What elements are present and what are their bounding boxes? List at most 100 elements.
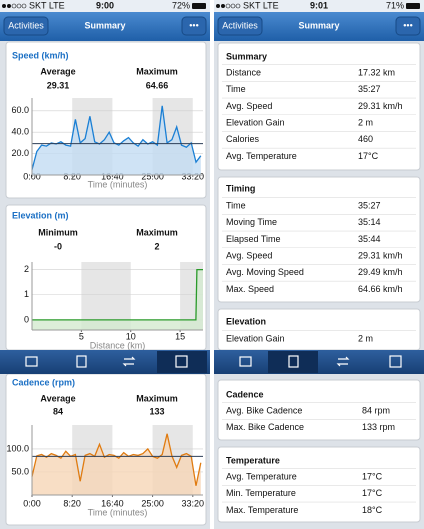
- stat-value: 64.66: [146, 80, 169, 90]
- x-axis-label: Time (minutes): [88, 507, 148, 517]
- x-tick-label: 5: [79, 331, 84, 341]
- chart-title: Elevation (m): [12, 210, 69, 220]
- row-label: Elevation Gain: [226, 117, 285, 127]
- tab-icon[interactable]: [25, 356, 38, 367]
- carrier: SKT LTE: [29, 0, 65, 10]
- row-value: 35:14: [358, 217, 381, 227]
- row-label: Avg. Temperature: [226, 471, 297, 481]
- x-tick-label: 10: [126, 331, 136, 341]
- y-tick-label: 0: [24, 314, 29, 324]
- row-label: Moving Time: [226, 217, 277, 227]
- back-label: Activities: [8, 20, 44, 30]
- row-value: 17°C: [362, 471, 383, 481]
- tab-bar: [214, 350, 424, 374]
- row-label: Elapsed Time: [226, 234, 281, 244]
- row-label: Max. Bike Cadence: [226, 422, 304, 432]
- row-label: Max. Speed: [226, 284, 274, 294]
- back-button[interactable]: [217, 16, 263, 36]
- menu-button[interactable]: [395, 16, 421, 36]
- battery-icon: [192, 3, 206, 9]
- tab-icon[interactable]: [175, 355, 188, 368]
- tab-icon[interactable]: [336, 356, 350, 367]
- area: [32, 105, 201, 175]
- row-label: Avg. Bike Cadence: [226, 405, 302, 415]
- row-label: Avg. Speed: [226, 250, 272, 260]
- divider: [210, 0, 214, 529]
- x-tick-label: 16:40: [101, 171, 124, 181]
- row-label: Time: [226, 200, 246, 210]
- stat-label: Maximum: [136, 393, 178, 403]
- y-tick-label: 1: [24, 289, 29, 299]
- row-value: 35:44: [358, 234, 381, 244]
- table-title: Summary: [226, 51, 267, 61]
- stat-label: Maximum: [136, 66, 178, 76]
- row-value: 29.49 km/h: [358, 267, 403, 277]
- row-value: 35:27: [358, 200, 381, 210]
- tab-icon[interactable]: [122, 356, 136, 367]
- nav-title: Summary: [298, 20, 339, 30]
- row-label: Calories: [226, 134, 260, 144]
- row-label: Avg. Speed: [226, 101, 272, 111]
- table-card: [217, 176, 421, 303]
- y-tick-label: 20.0: [11, 148, 29, 158]
- x-tick-label: 0:00: [23, 498, 41, 508]
- x-tick-label: 8:20: [63, 498, 81, 508]
- menu-button[interactable]: [181, 16, 207, 36]
- stat-value: 84: [53, 406, 63, 416]
- row-value: 29.31 km/h: [358, 250, 403, 260]
- x-tick-label: 33:20: [182, 498, 205, 508]
- row-label: Avg. Temperature: [226, 151, 297, 161]
- row-label: Time: [226, 84, 246, 94]
- table-card: [217, 42, 421, 171]
- row-value: 2 m: [358, 117, 373, 127]
- clock: 9:01: [310, 0, 328, 10]
- x-tick-label: 16:40: [101, 498, 124, 508]
- x-tick-label: 33:20: [182, 171, 205, 181]
- x-tick-label: 8:20: [63, 171, 81, 181]
- row-label: Distance: [226, 67, 261, 77]
- tab-icon[interactable]: [389, 355, 402, 368]
- row-value: 460: [358, 134, 373, 144]
- x-tick-label: 25:00: [141, 498, 164, 508]
- row-value: 17°C: [362, 488, 383, 498]
- row-value: 29.31 km/h: [358, 101, 403, 111]
- tab-icon[interactable]: [288, 355, 299, 368]
- table-title: Timing: [226, 183, 255, 193]
- stat-value: 29.31: [47, 80, 70, 90]
- x-tick-label: 15: [175, 331, 185, 341]
- signal-dots: [2, 3, 241, 9]
- stat-label: Maximum: [136, 227, 178, 237]
- stat-label: Minimum: [38, 227, 78, 237]
- stat-label: Average: [40, 66, 75, 76]
- area: [32, 269, 203, 330]
- carrier: SKT LTE: [243, 0, 279, 10]
- menu-label: •••: [403, 20, 412, 30]
- tab-selected: [268, 351, 318, 373]
- row-label: Max. Temperature: [226, 505, 298, 515]
- battery: 71%: [386, 0, 404, 10]
- row-value: 17.32 km: [358, 67, 395, 77]
- row-value: 35:27: [358, 84, 381, 94]
- stat-label: Average: [40, 393, 75, 403]
- row-label: Avg. Moving Speed: [226, 267, 304, 277]
- row-value: 18°C: [362, 505, 383, 515]
- row-value: 2 m: [358, 333, 373, 343]
- table-card: [217, 308, 421, 351]
- row-label: Min. Temperature: [226, 488, 296, 498]
- row-value: 17°C: [358, 151, 379, 161]
- back-label: Activities: [222, 20, 258, 30]
- table-card: [217, 446, 421, 523]
- stat-value: 2: [154, 241, 159, 251]
- nav-title: Summary: [84, 20, 125, 30]
- row-value: 133 rpm: [362, 422, 395, 432]
- tab-icon[interactable]: [76, 355, 87, 368]
- back-button[interactable]: [3, 16, 49, 36]
- table-title: Elevation: [226, 316, 266, 326]
- clock: 9:00: [96, 0, 114, 10]
- tab-icon[interactable]: [239, 356, 252, 367]
- line: [32, 268, 203, 321]
- table-title: Temperature: [226, 455, 280, 465]
- table-card: [217, 379, 421, 441]
